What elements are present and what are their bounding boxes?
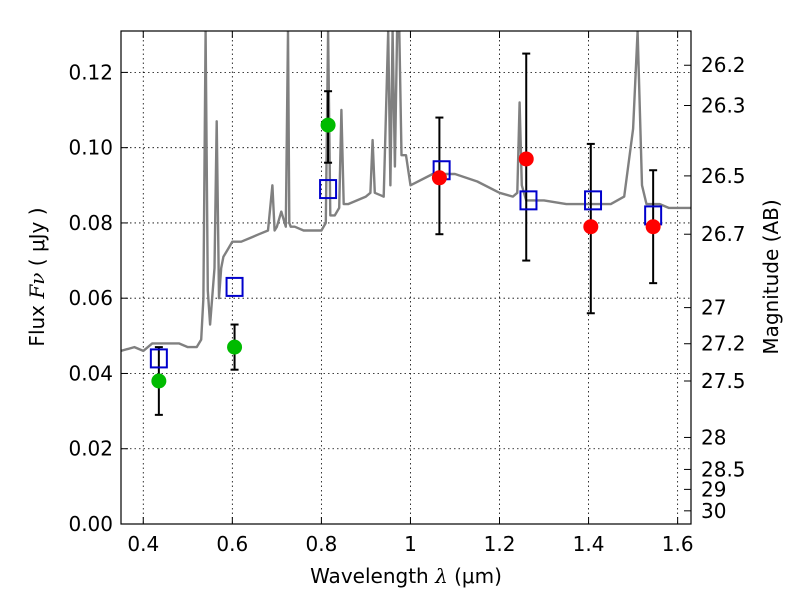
y-tick-label: 0.10 bbox=[68, 136, 113, 160]
x-tick-label: 0.8 bbox=[305, 532, 337, 556]
model-point-square bbox=[225, 276, 244, 297]
observed-point bbox=[518, 151, 534, 167]
model-point-square bbox=[519, 190, 538, 211]
y-tick-labels: 0.00 0.02 0.04 0.06 0.08 0.10 0.12 bbox=[68, 60, 113, 536]
x-tick-labels: 0.4 0.6 0.8 1 1.2 1.4 1.6 bbox=[127, 532, 693, 556]
observed-point bbox=[583, 219, 599, 235]
y-tick-label: 0.06 bbox=[68, 286, 113, 310]
observed-point bbox=[227, 339, 243, 355]
y2-tick-label: 27 bbox=[701, 296, 726, 320]
y2-tick-label: 29 bbox=[701, 477, 726, 501]
y-tick-label: 0.08 bbox=[68, 211, 113, 235]
x-tick-label: 1.6 bbox=[662, 532, 694, 556]
y-tick-label: 0.00 bbox=[68, 512, 113, 536]
observed-point bbox=[645, 219, 661, 235]
grid-lines bbox=[121, 31, 691, 524]
y2-axis-title: Magnitude (AB) bbox=[759, 199, 783, 354]
x-tick-label: 0.6 bbox=[216, 532, 248, 556]
model-point-square bbox=[584, 190, 603, 211]
observed-point bbox=[151, 373, 167, 389]
y-axis-title: Flux Fν ( μJy ) bbox=[25, 207, 49, 346]
tick-marks bbox=[121, 31, 691, 525]
model-point-square bbox=[149, 348, 168, 369]
y-tick-label: 0.12 bbox=[68, 60, 113, 84]
x-tick-label: 1.2 bbox=[484, 532, 516, 556]
y-tick-label: 0.02 bbox=[68, 437, 113, 461]
y2-tick-label: 28 bbox=[701, 425, 726, 449]
y-tick-label: 0.04 bbox=[68, 361, 113, 385]
y2-tick-label: 26.5 bbox=[701, 164, 746, 188]
y2-tick-label: 26.2 bbox=[701, 53, 746, 77]
y2-tick-label: 26.7 bbox=[701, 222, 746, 246]
y2-tick-label: 27.2 bbox=[701, 332, 746, 356]
y2-tick-label: 26.3 bbox=[701, 94, 746, 118]
x-tick-label: 1.4 bbox=[573, 532, 605, 556]
y2-tick-label: 27.5 bbox=[701, 369, 746, 393]
errorbar-layer bbox=[154, 52, 658, 416]
model-point-square bbox=[319, 179, 338, 200]
y2-tick-label: 30 bbox=[701, 499, 726, 523]
x-axis-title: Wavelength λ (μm) bbox=[310, 564, 502, 588]
y2-tick-label: 28.5 bbox=[701, 457, 746, 481]
spectrum-line bbox=[121, 31, 691, 353]
spectrum-layer bbox=[121, 31, 691, 353]
observed-point bbox=[431, 170, 447, 186]
x-tick-label: 0.4 bbox=[127, 532, 159, 556]
observed-point bbox=[320, 117, 336, 133]
marker-layer bbox=[149, 117, 663, 389]
plot-frame bbox=[120, 30, 692, 525]
x-tick-label: 1 bbox=[404, 532, 417, 556]
